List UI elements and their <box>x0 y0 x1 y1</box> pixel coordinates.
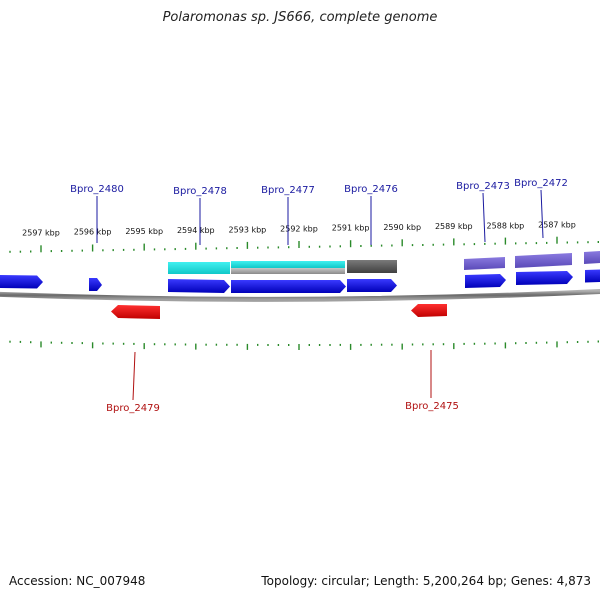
gene-arrow-bpro-2472[interactable] <box>516 271 573 285</box>
cds-arrow-partial-left <box>0 275 43 289</box>
feature-cyan-1 <box>168 262 230 274</box>
leader-bpro-2472 <box>540 189 544 239</box>
kbp-tick-label: 2595 kbp <box>125 227 163 236</box>
kbp-tick-label: 2591 kbp <box>332 224 370 233</box>
leader-bpro-2479 <box>132 351 136 401</box>
gene-arrows <box>89 271 573 319</box>
kbp-tick-label: 2596 kbp <box>74 228 112 237</box>
kbp-tick-label: 2594 kbp <box>177 226 215 235</box>
kbp-tick-label: 2590 kbp <box>383 223 421 232</box>
gene-label-bpro-2472[interactable]: Bpro_2472 <box>514 178 568 189</box>
feature-gray <box>231 268 345 274</box>
kbp-tick-label: 2592 kbp <box>280 225 318 234</box>
gene-arrow-bpro-2477[interactable] <box>231 280 346 293</box>
accession-text: Accession: NC_007948 <box>9 574 146 588</box>
kbp-tick-label: 2589 kbp <box>435 222 473 231</box>
kbp-tick-label: 2597 kbp <box>22 228 60 237</box>
feature-cyan-2 <box>231 261 345 268</box>
kbp-tick-label: 2587 kbp <box>538 221 576 230</box>
map-title: Polaromonas sp. JS666, complete genome <box>162 10 438 25</box>
gene-arrow-bpro-2473[interactable] <box>465 274 506 288</box>
kbp-labels: 2597 kbp 2596 kbp 2595 kbp 2594 kbp 2593 kbp… <box>22 221 576 238</box>
gene-label-bpro-2473[interactable]: Bpro_2473 <box>456 181 510 192</box>
feature-dark-gray <box>347 260 397 273</box>
feature-purple-1 <box>464 257 505 270</box>
gene-arrow-bpro-2480[interactable] <box>89 278 102 291</box>
leader-bpro-2473 <box>482 192 486 243</box>
tick-row-bottom <box>9 340 599 350</box>
gene-label-leaders <box>96 189 544 401</box>
genome-backbone <box>0 288 600 302</box>
kbp-tick-label: 2593 kbp <box>229 225 267 234</box>
kbp-tick-label: 2588 kbp <box>487 221 525 230</box>
tick-row-top <box>9 236 599 253</box>
gene-arrow-bpro-2478[interactable] <box>168 279 230 293</box>
gene-label-bpro-2478[interactable]: Bpro_2478 <box>173 186 227 197</box>
gene-arrow-bpro-2475[interactable] <box>411 304 447 317</box>
gene-labels: Bpro_2480 Bpro_2478 Bpro_2477 Bpro_2476 … <box>70 178 568 414</box>
feature-track <box>0 251 600 289</box>
gene-label-bpro-2477[interactable]: Bpro_2477 <box>261 185 315 196</box>
gene-label-bpro-2475[interactable]: Bpro_2475 <box>405 401 459 412</box>
gene-label-bpro-2480[interactable]: Bpro_2480 <box>70 184 124 195</box>
gene-label-bpro-2479[interactable]: Bpro_2479 <box>106 403 160 414</box>
gene-arrow-bpro-2479[interactable] <box>111 305 160 319</box>
genome-summary-text: Topology: circular; Length: 5,200,264 bp… <box>261 574 591 588</box>
feature-purple-3 <box>584 251 600 264</box>
gene-arrow-bpro-2476[interactable] <box>347 279 397 292</box>
cds-arrow-partial-right <box>585 269 600 283</box>
gene-label-bpro-2476[interactable]: Bpro_2476 <box>344 184 398 195</box>
feature-purple-2 <box>515 253 572 268</box>
